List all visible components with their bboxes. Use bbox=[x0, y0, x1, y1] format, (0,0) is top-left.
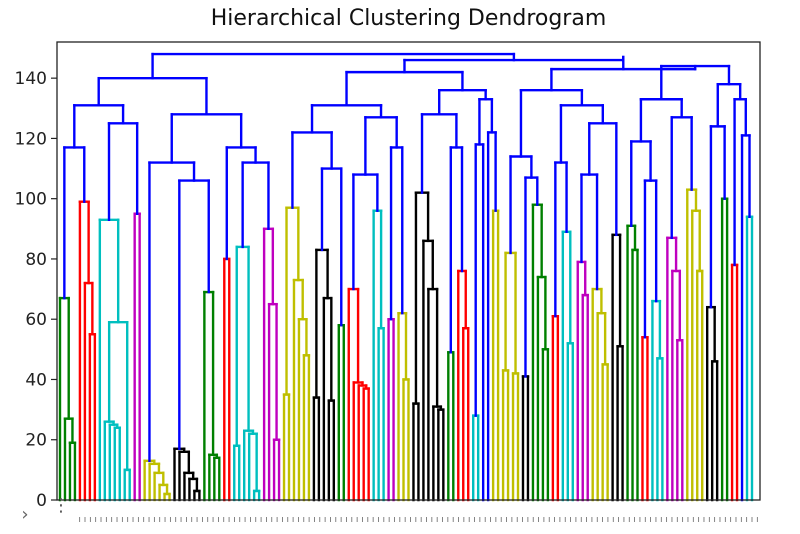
plot-frame bbox=[56, 41, 761, 501]
expand-chevron-icon[interactable]: › bbox=[21, 504, 29, 525]
y-tick-label: 40 bbox=[25, 370, 47, 390]
x-axis-leaf-ticks bbox=[79, 517, 758, 522]
y-tick-label: 120 bbox=[15, 129, 47, 149]
y-tick-label: 80 bbox=[25, 250, 47, 270]
y-tick-label: 60 bbox=[25, 310, 47, 330]
y-tick-label: 0 bbox=[36, 491, 47, 511]
y-axis: 0 20 40 60 80 100 120 140 bbox=[15, 69, 57, 511]
y-tick-label: 140 bbox=[15, 69, 47, 89]
y-tick-label: 100 bbox=[15, 190, 47, 210]
more-options-icon[interactable]: ⋮ bbox=[52, 495, 70, 516]
y-tick-label: 20 bbox=[25, 431, 47, 451]
chart-title: Hierarchical Clustering Dendrogram bbox=[210, 6, 607, 31]
dendrogram-links bbox=[58, 52, 754, 502]
